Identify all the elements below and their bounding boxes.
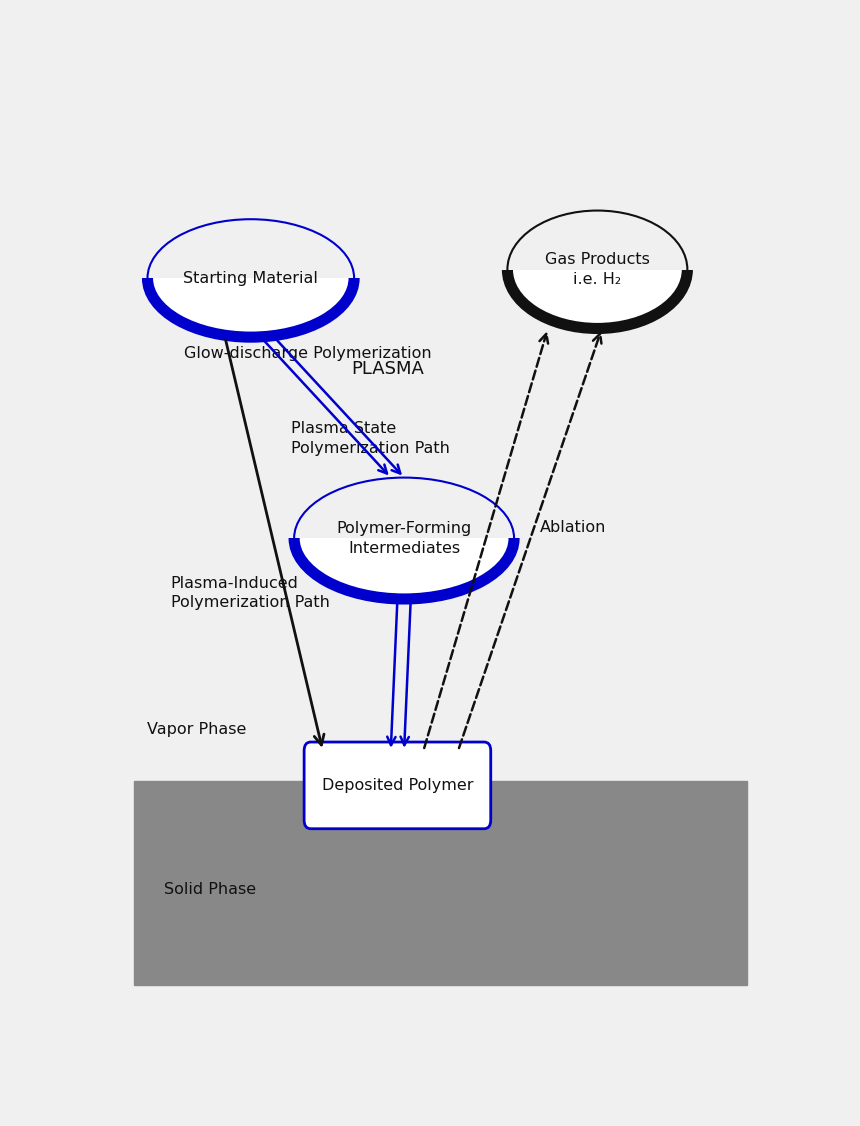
Text: Plasma State
Polymerization Path: Plasma State Polymerization Path: [291, 421, 450, 456]
Text: PLASMA: PLASMA: [351, 360, 424, 378]
Text: Glow-discharge Polymerization: Glow-discharge Polymerization: [184, 346, 432, 361]
Bar: [494, 194, 701, 269]
Ellipse shape: [148, 220, 354, 337]
Text: Solid Phase: Solid Phase: [164, 882, 256, 897]
Text: Starting Material: Starting Material: [183, 270, 318, 286]
Ellipse shape: [507, 211, 687, 329]
Bar: [134, 781, 747, 985]
Text: Ablation: Ablation: [539, 519, 605, 535]
Bar: [134, 202, 367, 278]
Text: Vapor Phase: Vapor Phase: [148, 722, 247, 736]
Text: Polymer-Forming
Intermediates: Polymer-Forming Intermediates: [336, 521, 472, 556]
FancyBboxPatch shape: [304, 742, 491, 829]
Ellipse shape: [294, 477, 514, 599]
Text: Gas Products
i.e. H₂: Gas Products i.e. H₂: [545, 252, 650, 287]
Bar: [280, 461, 527, 538]
Text: Plasma-Induced
Polymerization Path: Plasma-Induced Polymerization Path: [171, 575, 329, 610]
Text: Deposited Polymer: Deposited Polymer: [322, 778, 473, 793]
